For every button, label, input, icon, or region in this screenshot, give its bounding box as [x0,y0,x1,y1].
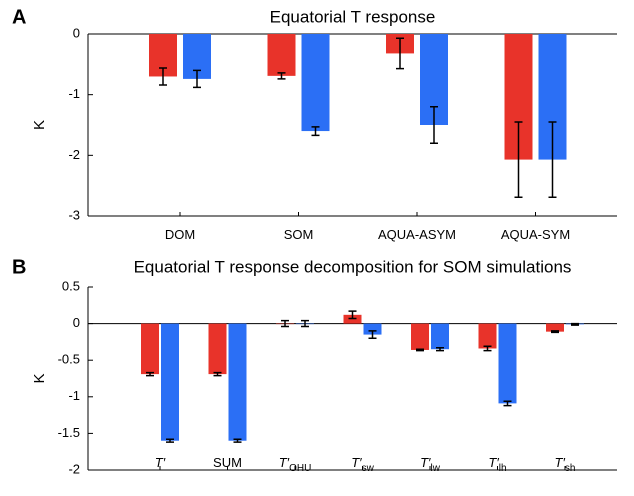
y-axis-label: K [31,120,48,130]
bar [208,323,227,375]
x-tick-label: AQUA-SYM [501,227,570,242]
error-bar [551,330,559,334]
category-text: DOM [165,227,195,242]
category-subscript: lh [499,463,507,474]
y-axis-label: K [31,373,48,383]
y-tick-label: 0 [73,315,80,330]
error-bar [277,72,286,80]
bar [141,323,159,375]
chart-title: Equatorial T response [270,7,436,26]
error-bar [213,371,222,377]
error-bar [483,345,492,352]
error-bar [430,106,438,144]
error-bar [146,371,154,377]
error-bar [396,37,404,70]
category-subscript: sh [565,463,576,474]
bar [546,323,564,332]
y-tick-label: 0 [73,25,80,40]
category-subscript: sw [362,463,375,474]
x-tick-label: AQUA-ASYM [378,227,456,242]
error-bar [348,310,357,320]
bar [161,323,179,441]
y-tick-label: -3 [68,207,80,222]
category-text: T′ [420,455,431,470]
x-tick-label: T′OHU [279,455,312,473]
bar [498,323,517,404]
error-bar [436,347,444,352]
x-tick-label: T′lh [488,455,506,473]
y-tick-label: 0.5 [62,278,80,293]
bar [363,323,382,335]
category-subscript: lw [430,463,440,474]
chart-title: Equatorial T response decomposition for … [134,257,572,276]
bar [228,323,247,441]
panel-label: A [12,6,26,28]
y-tick-label: -2 [68,147,80,162]
x-tick-label: T′lw [420,455,441,473]
category-text: SUM [213,455,242,470]
category-text: SOM [284,227,314,242]
error-bar [368,330,377,339]
category-text: AQUA-SYM [501,227,570,242]
error-bar [233,438,242,443]
y-tick-label: -1 [68,86,80,101]
bar [478,323,497,349]
y-tick-label: -1.5 [58,425,80,440]
x-tick-label: T′sw [351,455,374,473]
bar [411,323,429,350]
error-bar [503,400,512,407]
error-bar [166,438,174,443]
y-tick-label: -1 [68,388,80,403]
y-tick-label: -2 [68,461,80,476]
error-bar [548,121,557,198]
category-text: T′ [155,455,166,470]
category-text: T′ [351,455,362,470]
error-bar [311,126,320,137]
bar [431,323,449,350]
x-tick-label: T′ [155,455,166,470]
category-text: T′ [555,455,566,470]
bar [267,34,296,76]
category-text: AQUA-ASYM [378,227,456,242]
error-bar [301,319,309,328]
x-tick-label: DOM [165,227,195,242]
error-bar [159,67,167,86]
error-bar [281,319,289,328]
category-text: T′ [279,455,290,470]
panel-label: B [12,256,26,278]
x-tick-label: SOM [284,227,314,242]
error-bar [514,121,523,198]
y-tick-label: -0.5 [58,352,80,367]
category-text: T′ [488,455,499,470]
error-bar [416,348,424,352]
error-bar [571,322,579,326]
bar [301,34,330,132]
category-subscript: OHU [289,463,311,474]
x-tick-label: SUM [213,455,242,470]
error-bar [193,69,201,89]
x-tick-label: T′sh [555,455,576,473]
